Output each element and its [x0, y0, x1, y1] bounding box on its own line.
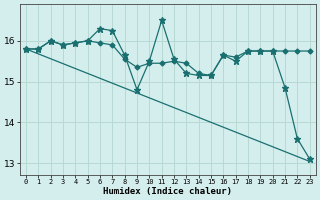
X-axis label: Humidex (Indice chaleur): Humidex (Indice chaleur) [103, 187, 232, 196]
